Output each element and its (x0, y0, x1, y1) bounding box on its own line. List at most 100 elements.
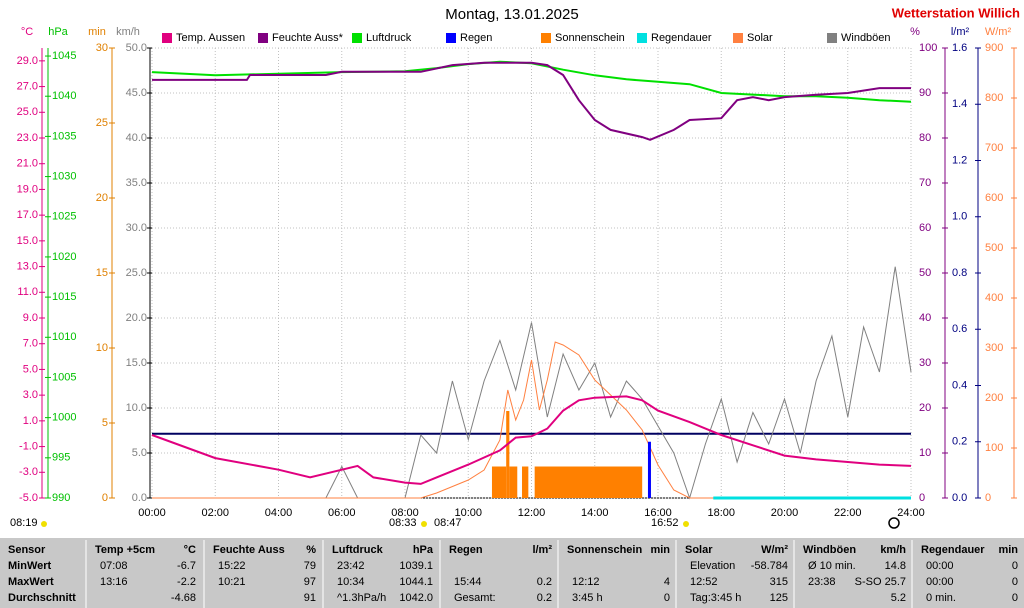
table-cell: 1044.1 (399, 576, 433, 588)
table-cell: 3:45 h (572, 592, 603, 604)
y-tick-label: 35.0 (126, 177, 147, 189)
sunshine-block (522, 466, 529, 498)
table-cell: 15:22 (218, 560, 246, 572)
table-header: min (650, 544, 670, 556)
table-cell: 0 (1012, 592, 1018, 604)
x-tick-label: 20:00 (771, 507, 799, 519)
y-tick-label: 20 (96, 192, 108, 204)
table-cell: S-SO 25.7 (855, 576, 906, 588)
y-tick-label: 27.0 (17, 80, 38, 92)
y-tick-label: 1015 (52, 291, 76, 303)
table-header: l/m² (532, 544, 552, 556)
y-tick-label: 1.2 (952, 154, 967, 166)
y-tick-label: 100 (919, 42, 937, 54)
table-cell: 12:52 (690, 576, 718, 588)
y-tick-label: 0.0 (952, 492, 967, 504)
y-tick-label: 0.4 (952, 379, 967, 391)
stats-background (0, 538, 1024, 608)
x-tick-label: 24:00 (897, 507, 925, 519)
y-tick-label: 600 (985, 192, 1003, 204)
legend-swatch (637, 33, 647, 43)
legend-label: Regen (460, 32, 492, 44)
x-tick-label: 02:00 (201, 507, 229, 519)
y-tick-label: 10.0 (126, 402, 147, 414)
table-row-label: Durchschnitt (8, 592, 76, 604)
y-tick-label: 30 (96, 42, 108, 54)
table-cell: Gesamt: (454, 592, 496, 604)
moon-icon (888, 517, 900, 529)
x-tick-label: 04:00 (265, 507, 293, 519)
y-tick-label: 0.6 (952, 323, 967, 335)
y-tick-label: 0.8 (952, 267, 967, 279)
table-cell: ^1.3hPa/h (337, 592, 386, 604)
legend-swatch (446, 33, 456, 43)
table-cell: 5.2 (891, 592, 906, 604)
y-tick-label: 40 (919, 312, 931, 324)
y-tick-label: -3.0 (19, 466, 38, 478)
legend-label: Sonnenschein (555, 32, 625, 44)
table-header: Sensor (8, 544, 46, 556)
table-cell: Elevation (690, 560, 735, 572)
y-tick-label: 995 (52, 452, 70, 464)
legend-label: Feuchte Auss* (272, 32, 344, 44)
y-tick-label: 1.0 (23, 415, 38, 427)
axis-unit: l/m² (951, 26, 970, 38)
series-line (152, 61, 911, 141)
y-tick-label: 60 (919, 222, 931, 234)
legend-swatch (541, 33, 551, 43)
y-tick-label: 70 (919, 177, 931, 189)
y-tick-label: 10 (96, 342, 108, 354)
y-tick-label: 5.0 (23, 363, 38, 375)
table-header: km/h (880, 544, 906, 556)
y-tick-label: 50.0 (126, 42, 147, 54)
sunshine-block (491, 466, 507, 498)
y-tick-label: 0.2 (952, 436, 967, 448)
table-cell: 0 (1012, 576, 1018, 588)
y-tick-label: 1035 (52, 130, 76, 142)
sun-time: 08:47 (434, 517, 462, 529)
x-tick-label: 22:00 (834, 507, 862, 519)
table-cell: 91 (304, 592, 316, 604)
y-tick-label: 1025 (52, 211, 76, 223)
table-cell: 00:00 (926, 560, 954, 572)
y-tick-label: 9.0 (23, 312, 38, 324)
table-cell: 315 (770, 576, 788, 588)
series-line (152, 341, 911, 499)
table-header: Regendauer (921, 544, 985, 556)
chart-title: Montag, 13.01.2025 (445, 6, 578, 23)
table-cell: -4.68 (171, 592, 196, 604)
axis-unit: hPa (48, 26, 68, 38)
table-cell: 14.8 (885, 560, 906, 572)
y-tick-label: 15 (96, 267, 108, 279)
y-tick-label: 23.0 (17, 132, 38, 144)
y-tick-label: 25.0 (17, 106, 38, 118)
y-tick-label: 1.6 (952, 42, 967, 54)
y-tick-label: 45.0 (126, 87, 147, 99)
sun-time: 08:33 (389, 517, 417, 529)
table-header: Windböen (803, 544, 856, 556)
table-header: Luftdruck (332, 544, 384, 556)
y-tick-label: 1010 (52, 331, 76, 343)
table-cell: Ø 10 min. (808, 560, 856, 572)
y-tick-label: 50 (919, 267, 931, 279)
table-cell: 125 (770, 592, 788, 604)
y-tick-label: 17.0 (17, 209, 38, 221)
y-tick-label: 700 (985, 142, 1003, 154)
x-tick-label: 14:00 (581, 507, 609, 519)
sunshine-block (506, 411, 510, 498)
legend-label: Temp. Aussen (176, 32, 245, 44)
table-cell: 07:08 (100, 560, 128, 572)
table-cell: 0 min. (926, 592, 956, 604)
table-cell: 0.2 (537, 576, 552, 588)
table-cell: 79 (304, 560, 316, 572)
y-tick-label: 80 (919, 132, 931, 144)
y-tick-label: 5.0 (132, 447, 147, 459)
y-tick-label: 0 (102, 492, 108, 504)
table-header: Feuchte Auss (213, 544, 285, 556)
table-cell: 15:44 (454, 576, 482, 588)
legend-label: Regendauer (651, 32, 712, 44)
table-cell: 1039.1 (399, 560, 433, 572)
y-tick-label: 15.0 (126, 357, 147, 369)
x-tick-label: 18:00 (707, 507, 735, 519)
